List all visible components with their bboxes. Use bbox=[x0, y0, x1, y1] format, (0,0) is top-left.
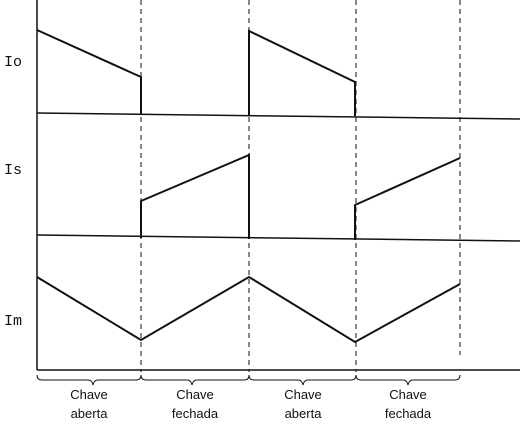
interval-label: aberta bbox=[285, 406, 323, 421]
interval-label: Chave bbox=[284, 387, 322, 402]
signal-label: Im bbox=[4, 313, 22, 330]
io-baseline bbox=[36, 112, 520, 120]
is-wave bbox=[354, 157, 461, 240]
signal-label: Is bbox=[4, 162, 22, 179]
io-wave bbox=[248, 29, 356, 116]
interval-label: Chave bbox=[176, 387, 214, 402]
io-wave bbox=[36, 29, 142, 114]
brace bbox=[140, 374, 250, 386]
interval-label: aberta bbox=[71, 406, 109, 421]
is-baseline bbox=[36, 234, 520, 242]
interval-label: Chave bbox=[389, 387, 427, 402]
brace bbox=[248, 374, 357, 386]
brace bbox=[355, 374, 461, 386]
signal-label: Io bbox=[4, 54, 22, 71]
interval-label: fechada bbox=[385, 406, 432, 421]
im-wave bbox=[36, 275, 461, 344]
brace bbox=[36, 374, 142, 386]
interval-label: fechada bbox=[172, 406, 219, 421]
is-wave bbox=[140, 153, 250, 239]
interval-label: Chave bbox=[70, 387, 108, 402]
